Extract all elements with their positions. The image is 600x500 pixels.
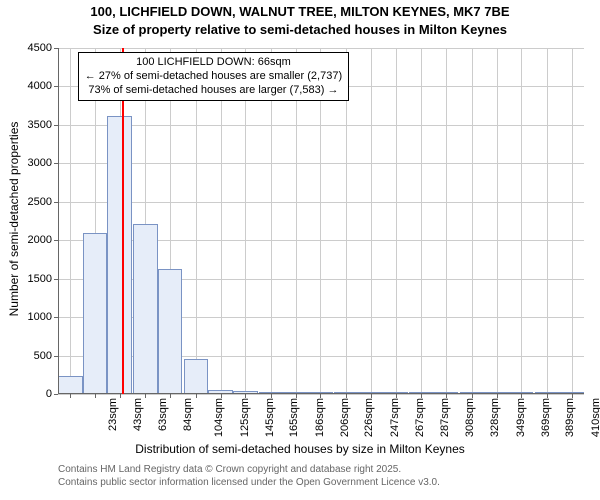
attribution-line2: Contains public sector information licen… — [58, 477, 440, 490]
xtick-mark — [320, 394, 321, 398]
xtick-label: 349sqm — [515, 398, 527, 437]
xtick-mark — [196, 394, 197, 398]
gridline-v — [446, 48, 447, 394]
histogram-bar — [184, 359, 209, 394]
histogram-bar — [83, 233, 108, 394]
ytick-label: 2000 — [28, 234, 52, 246]
xtick-mark — [145, 394, 146, 398]
xtick-label: 389sqm — [564, 398, 576, 437]
xtick-mark — [547, 394, 548, 398]
xtick-label: 63sqm — [157, 398, 169, 431]
gridline-v — [70, 48, 71, 394]
xtick-mark — [371, 394, 372, 398]
y-axis-line — [58, 48, 59, 394]
xtick-label: 410sqm — [590, 398, 600, 437]
ytick-label: 3000 — [28, 157, 52, 169]
ytick-label: 2500 — [28, 196, 52, 208]
gridline-v — [572, 48, 573, 394]
xtick-label: 206sqm — [339, 398, 351, 437]
xtick-mark — [245, 394, 246, 398]
y-axis-label: Number of semi-detached properties — [7, 119, 21, 319]
gridline-v — [547, 48, 548, 394]
xtick-label: 226sqm — [364, 398, 376, 437]
ytick-label: 500 — [34, 350, 52, 362]
gridline-v — [497, 48, 498, 394]
gridline-v — [371, 48, 372, 394]
histogram-bar — [58, 376, 83, 394]
histogram-bar — [133, 224, 158, 394]
xtick-label: 287sqm — [439, 398, 451, 437]
annotation-box: 100 LICHFIELD DOWN: 66sqm← 27% of semi-d… — [78, 52, 349, 101]
ytick-label: 1500 — [28, 273, 52, 285]
ytick-mark — [54, 394, 58, 395]
annotation-line2: ← 27% of semi-detached houses are smalle… — [85, 70, 342, 84]
xtick-label: 267sqm — [414, 398, 426, 437]
histogram-bar — [107, 116, 132, 394]
xtick-mark — [170, 394, 171, 398]
ytick-label: 4000 — [28, 80, 52, 92]
xtick-label: 165sqm — [288, 398, 300, 437]
xtick-label: 125sqm — [239, 398, 251, 437]
attribution: Contains HM Land Registry data © Crown c… — [58, 464, 440, 489]
xtick-mark — [120, 394, 121, 398]
chart-container: 100, LICHFIELD DOWN, WALNUT TREE, MILTON… — [0, 0, 600, 500]
annotation-line3: 73% of semi-detached houses are larger (… — [85, 84, 342, 98]
xtick-mark — [572, 394, 573, 398]
xtick-label: 84sqm — [182, 398, 194, 431]
chart-title-line2: Size of property relative to semi-detach… — [0, 22, 600, 37]
gridline-v — [472, 48, 473, 394]
annotation-line1: 100 LICHFIELD DOWN: 66sqm — [85, 56, 342, 70]
attribution-line1: Contains HM Land Registry data © Crown c… — [58, 464, 440, 477]
xtick-label: 43sqm — [132, 398, 144, 431]
gridline-v — [421, 48, 422, 394]
xtick-mark — [421, 394, 422, 398]
xtick-mark — [521, 394, 522, 398]
histogram-bar — [158, 269, 183, 394]
xtick-label: 308sqm — [465, 398, 477, 437]
gridline-v — [396, 48, 397, 394]
xtick-label: 186sqm — [314, 398, 326, 437]
xtick-label: 369sqm — [540, 398, 552, 437]
xtick-label: 247sqm — [389, 398, 401, 437]
ytick-label: 1000 — [28, 311, 52, 323]
xtick-label: 328sqm — [489, 398, 501, 437]
xtick-mark — [296, 394, 297, 398]
xtick-mark — [271, 394, 272, 398]
xtick-mark — [221, 394, 222, 398]
ytick-label: 3500 — [28, 119, 52, 131]
xtick-mark — [396, 394, 397, 398]
plot-area: 05001000150020002500300035004000450023sq… — [58, 48, 584, 394]
gridline-v — [521, 48, 522, 394]
x-axis-label: Distribution of semi-detached houses by … — [0, 442, 600, 456]
xtick-mark — [497, 394, 498, 398]
xtick-label: 104sqm — [213, 398, 225, 437]
xtick-mark — [446, 394, 447, 398]
ytick-label: 4500 — [28, 42, 52, 54]
xtick-mark — [95, 394, 96, 398]
ytick-label: 0 — [46, 388, 52, 400]
xtick-mark — [70, 394, 71, 398]
xtick-mark — [472, 394, 473, 398]
chart-title-line1: 100, LICHFIELD DOWN, WALNUT TREE, MILTON… — [0, 4, 600, 19]
x-axis-line — [58, 393, 584, 394]
xtick-mark — [346, 394, 347, 398]
xtick-label: 145sqm — [264, 398, 276, 437]
xtick-label: 23sqm — [107, 398, 119, 431]
